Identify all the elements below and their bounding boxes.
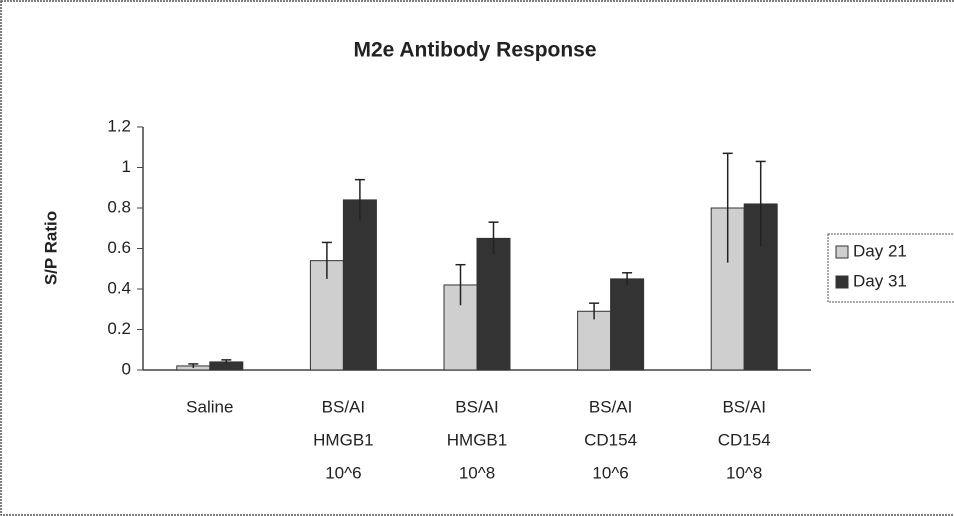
x-tick-label: BS/AI	[322, 397, 365, 416]
chart-title: M2e Antibody Response	[353, 39, 596, 62]
y-tick-label: 0.8	[107, 197, 131, 216]
x-tick-label: HMGB1	[313, 430, 373, 449]
x-tick-label: Saline	[186, 397, 233, 416]
bar	[476, 237, 511, 371]
legend	[827, 233, 954, 303]
bar	[342, 199, 377, 371]
x-tick-label: HMGB1	[447, 430, 507, 449]
x-tick-label: 10^8	[726, 463, 762, 482]
legend-label: Day 31	[853, 271, 907, 290]
legend-swatch	[835, 275, 849, 289]
x-tick-label: 10^8	[459, 463, 495, 482]
x-tick-label: BS/AI	[455, 397, 498, 416]
legend-swatch	[835, 245, 849, 259]
bar	[577, 310, 612, 371]
y-tick-label: 0	[122, 359, 131, 378]
x-tick-label: 10^6	[592, 463, 628, 482]
y-tick-label: 0.2	[107, 319, 131, 338]
legend-label: Day 21	[853, 241, 907, 260]
y-tick-label: 1	[122, 157, 131, 176]
x-tick-label: CD154	[718, 430, 771, 449]
x-tick-label: BS/AI	[589, 397, 632, 416]
y-axis-label: S/P Ratio	[41, 211, 60, 285]
y-tick-label: 0.6	[107, 238, 131, 257]
y-tick-label: 1.2	[107, 116, 131, 135]
x-tick-label: BS/AI	[722, 397, 765, 416]
bar	[610, 278, 645, 371]
x-tick-label: 10^6	[325, 463, 361, 482]
x-tick-label: CD154	[584, 430, 637, 449]
y-tick-label: 0.4	[107, 278, 131, 297]
